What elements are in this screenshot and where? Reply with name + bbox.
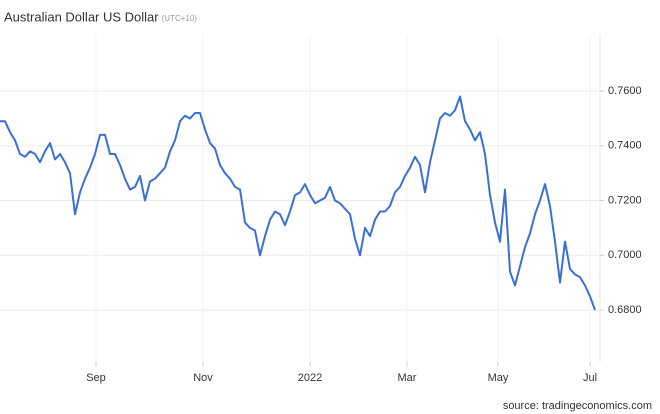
- x-tick-label: May: [488, 372, 509, 384]
- price-line: [0, 95, 596, 311]
- x-tick-label: 2022: [298, 372, 322, 384]
- x-tick-label: Sep: [86, 372, 106, 384]
- chart-subtitle: (UTC+10): [162, 14, 198, 23]
- y-tick-label: 0.7600: [608, 85, 642, 97]
- source-note: source: tradingeconomics.com: [503, 400, 652, 412]
- x-tick-label: Nov: [193, 372, 213, 384]
- x-tick-label: Jul: [583, 372, 597, 384]
- y-tick-label: 0.7200: [608, 194, 642, 206]
- y-tick-label: 0.7400: [608, 140, 642, 152]
- y-tick-label: 0.7000: [608, 249, 642, 261]
- y-tick-label: 0.6800: [608, 304, 642, 316]
- chart-title: Australian Dollar US Dollar: [4, 9, 159, 24]
- x-tick-label: Mar: [398, 372, 417, 384]
